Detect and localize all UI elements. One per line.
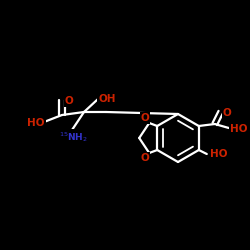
Text: $^{15}$NH$_2$: $^{15}$NH$_2$ <box>59 130 87 144</box>
Text: O: O <box>222 108 231 118</box>
Text: O: O <box>141 153 150 163</box>
Text: OH: OH <box>98 94 116 104</box>
Text: HO: HO <box>210 149 228 159</box>
Text: HO: HO <box>27 118 45 128</box>
Text: O: O <box>64 96 74 106</box>
Text: O: O <box>141 113 150 123</box>
Text: HO: HO <box>230 124 248 134</box>
